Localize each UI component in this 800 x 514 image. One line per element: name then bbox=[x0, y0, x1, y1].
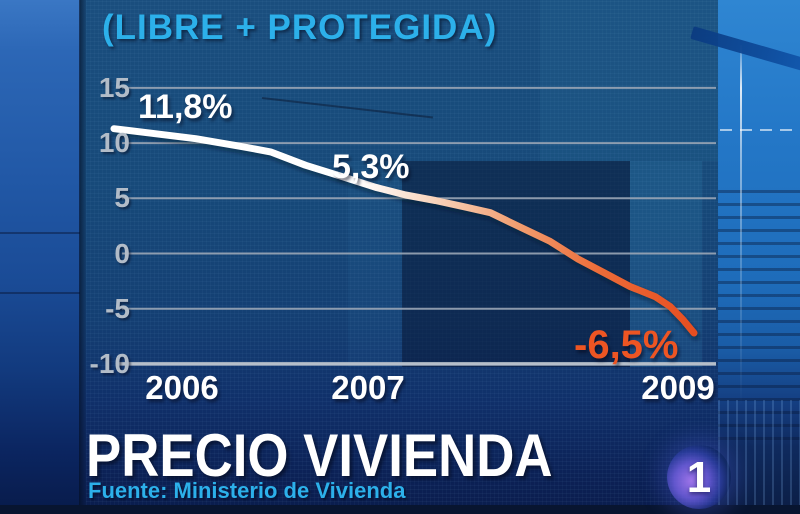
y-tick-label: 0 bbox=[114, 237, 130, 269]
x-tick-label: 2009 bbox=[641, 369, 715, 406]
series-line bbox=[110, 125, 698, 337]
vertical-highlight-line bbox=[740, 45, 742, 405]
data-label-start: 11,8% bbox=[138, 88, 233, 126]
background-line bbox=[0, 292, 80, 294]
right-background-panel bbox=[718, 0, 800, 514]
right-panel-streaks bbox=[718, 400, 800, 505]
chart-title: (LIBRE + PROTEGIDA) bbox=[102, 8, 498, 47]
channel-logo: 1 bbox=[667, 445, 731, 509]
channel-logo-digit: 1 bbox=[686, 453, 712, 502]
left-background-strip bbox=[0, 0, 80, 514]
page-title: PRECIO VIVIENDA bbox=[86, 422, 553, 489]
right-panel-dash-rows bbox=[718, 180, 800, 440]
background-light-zone bbox=[540, 0, 718, 161]
x-tick-label: 2006 bbox=[145, 369, 219, 406]
bottom-dark-strip bbox=[0, 505, 800, 514]
y-tick-label: 10 bbox=[98, 127, 130, 159]
data-label-end: -6,5% bbox=[574, 323, 679, 367]
x-tick-label: 2007 bbox=[331, 369, 405, 406]
source-credit: Fuente: Ministerio de Vivienda bbox=[88, 478, 406, 503]
y-tick-label: -10 bbox=[89, 347, 130, 379]
background-line bbox=[0, 232, 80, 234]
y-tick-label: 5 bbox=[114, 182, 130, 214]
data-label-mid: 5,3% bbox=[332, 148, 410, 186]
panel-seam bbox=[79, 0, 86, 514]
y-tick-label: 15 bbox=[98, 71, 130, 103]
y-tick-label: -5 bbox=[105, 292, 130, 324]
horizontal-dash-line bbox=[720, 129, 800, 131]
